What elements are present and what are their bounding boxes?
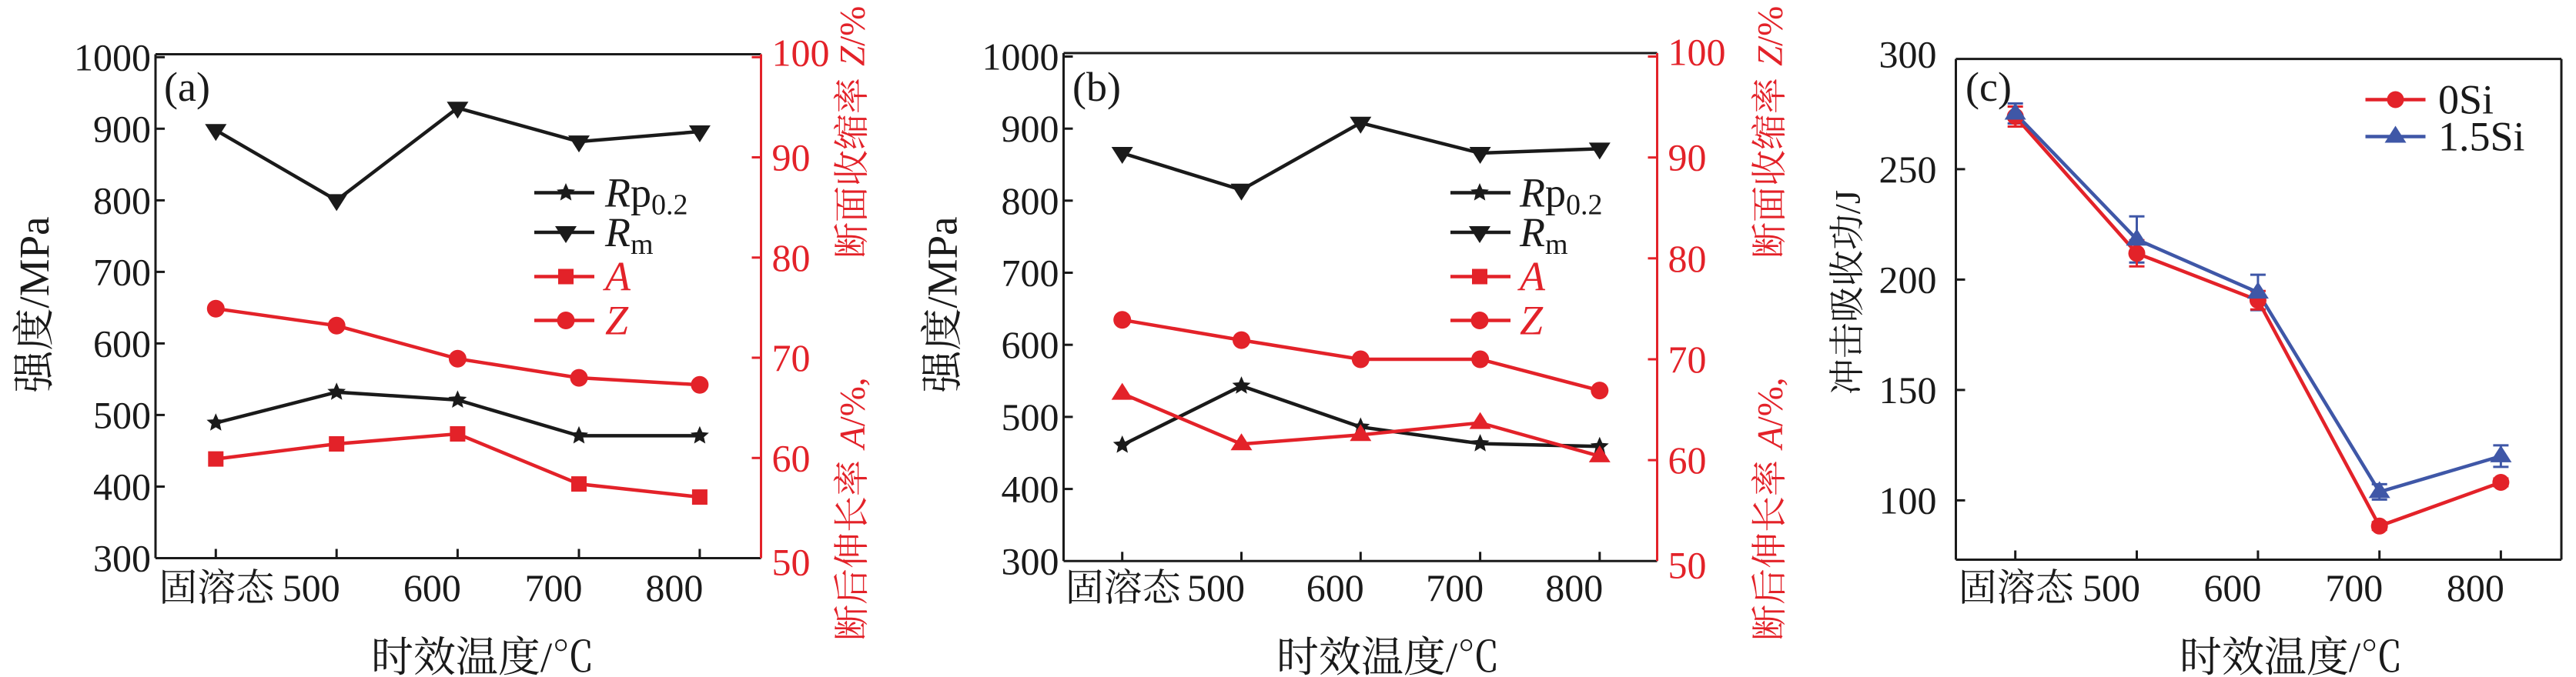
svg-text:A: A	[1517, 254, 1546, 300]
svg-text:0Si: 0Si	[2438, 77, 2494, 123]
svg-text:800: 800	[645, 566, 703, 609]
svg-text:90: 90	[772, 136, 811, 179]
svg-text:A: A	[833, 426, 873, 451]
svg-text:Rm: Rm	[604, 209, 654, 261]
svg-text:80: 80	[772, 236, 811, 279]
svg-text:50: 50	[772, 541, 811, 584]
svg-text:300: 300	[1879, 32, 1937, 75]
svg-text:Z: Z	[1751, 45, 1791, 66]
svg-text:600: 600	[1306, 566, 1364, 609]
svg-text:/MPa: /MPa	[919, 216, 966, 308]
svg-text:700: 700	[1002, 252, 1059, 295]
svg-text:600: 600	[1002, 323, 1059, 366]
svg-text:50: 50	[1668, 543, 1707, 586]
svg-text:800: 800	[2447, 566, 2504, 609]
svg-text:100: 100	[1668, 31, 1726, 74]
svg-text:600: 600	[2203, 566, 2261, 609]
svg-text:300: 300	[93, 537, 151, 580]
svg-text:800: 800	[93, 178, 151, 222]
svg-text:80: 80	[1668, 237, 1707, 280]
svg-text:700: 700	[525, 566, 583, 609]
svg-text:70: 70	[1668, 338, 1707, 381]
svg-text:/%: /%	[1751, 6, 1791, 46]
svg-text:60: 60	[1668, 439, 1707, 482]
svg-text:400: 400	[1002, 468, 1059, 511]
svg-text:Rm: Rm	[1519, 209, 1568, 261]
svg-text:600: 600	[403, 566, 461, 609]
svg-text:100: 100	[1879, 479, 1937, 522]
svg-text:100: 100	[772, 31, 830, 74]
svg-text:A: A	[1751, 426, 1791, 451]
svg-text:(a): (a)	[164, 64, 210, 110]
svg-text:Z: Z	[605, 298, 629, 344]
svg-text:1000: 1000	[982, 35, 1059, 78]
svg-text:150: 150	[1879, 369, 1937, 412]
svg-text:400: 400	[93, 465, 151, 509]
svg-text:250: 250	[1879, 148, 1937, 191]
svg-text:500: 500	[93, 393, 151, 436]
svg-text:800: 800	[1002, 179, 1059, 222]
svg-text:700: 700	[1426, 566, 1484, 609]
svg-text:A: A	[603, 254, 631, 300]
svg-text:500: 500	[1002, 395, 1059, 439]
svg-text:200: 200	[1879, 258, 1937, 301]
svg-text:900: 900	[1002, 107, 1059, 150]
svg-text:/MPa: /MPa	[11, 216, 58, 308]
svg-text:500: 500	[2083, 566, 2140, 609]
svg-text:(c): (c)	[1965, 64, 2012, 110]
svg-text:/%,: /%,	[1751, 377, 1791, 426]
svg-text:500: 500	[1187, 566, 1245, 609]
svg-text:/: /	[2349, 634, 2361, 677]
svg-text:1.5Si: 1.5Si	[2438, 114, 2525, 160]
svg-text:/%: /%	[833, 6, 873, 46]
svg-text:700: 700	[93, 250, 151, 293]
svg-text:Z: Z	[833, 45, 873, 66]
svg-text:700: 700	[2325, 566, 2383, 609]
svg-text:800: 800	[1545, 566, 1603, 609]
svg-text:/: /	[1446, 634, 1458, 677]
svg-text:70: 70	[772, 336, 811, 379]
svg-text:Rp0.2: Rp0.2	[604, 170, 688, 222]
svg-text:/%,: /%,	[833, 377, 873, 426]
svg-text:Z: Z	[1520, 298, 1544, 344]
svg-text:(b): (b)	[1072, 64, 1121, 110]
svg-text:300: 300	[1002, 539, 1059, 582]
svg-text:90: 90	[1668, 136, 1707, 179]
svg-text:/: /	[540, 634, 553, 677]
svg-text:900: 900	[93, 107, 151, 150]
svg-text:1000: 1000	[74, 35, 151, 78]
svg-text:60: 60	[772, 436, 811, 479]
svg-text:500: 500	[283, 566, 340, 609]
svg-text:/J: /J	[1828, 190, 1868, 214]
svg-text:600: 600	[93, 322, 151, 365]
